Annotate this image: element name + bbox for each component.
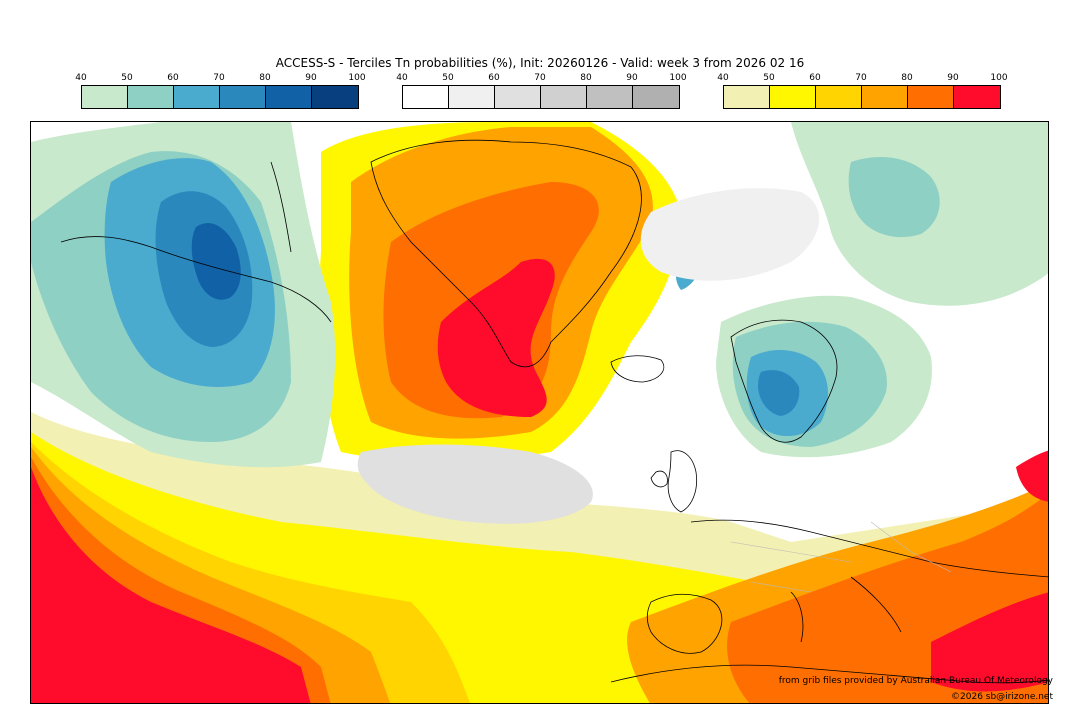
colorbar-swatches <box>723 85 1001 109</box>
colorbar-ticks: 40 50 60 70 80 90 100 <box>75 73 365 85</box>
swatch <box>633 86 679 108</box>
swatch <box>495 86 541 108</box>
warm-zone-east-90 <box>1016 450 1048 502</box>
tick-label: 50 <box>121 73 133 83</box>
coastline-greenland <box>370 139 642 368</box>
tick-label: 50 <box>763 73 775 83</box>
swatch <box>862 86 908 108</box>
coastline-iceland <box>610 355 665 383</box>
colorbar-swatches <box>402 85 680 109</box>
colorbar-swatches <box>81 85 359 109</box>
coastline-north-africa <box>610 664 1048 684</box>
warm-zone-southwest-90 <box>31 467 311 703</box>
swatch <box>449 86 495 108</box>
tick-label: 40 <box>396 73 408 83</box>
tick-label: 50 <box>442 73 454 83</box>
borders <box>730 521 952 593</box>
tick-label: 40 <box>75 73 87 83</box>
swatch <box>128 86 174 108</box>
credit-copyright: ©2026 sb@irizone.net <box>951 692 1053 702</box>
tick-label: 100 <box>669 73 687 83</box>
coastlines <box>60 139 1048 684</box>
swatch <box>724 86 770 108</box>
swatch <box>403 86 449 108</box>
swatch <box>541 86 587 108</box>
tick-label: 90 <box>305 73 317 83</box>
tick-label: 100 <box>990 73 1008 83</box>
warm-zone-greenland-90 <box>437 258 555 417</box>
near-normal-zone-arctic <box>640 188 820 281</box>
tick-label: 60 <box>488 73 500 83</box>
swatch <box>908 86 954 108</box>
tick-label: 70 <box>534 73 546 83</box>
near-normal-zone-atlantic <box>357 444 593 524</box>
colorbar-below-normal: 40 50 60 70 80 90 100 <box>75 73 366 109</box>
tick-label: 80 <box>259 73 271 83</box>
swatch <box>770 86 816 108</box>
cool-zone-arctic-50 <box>848 157 940 238</box>
swatch <box>174 86 220 108</box>
tick-label: 80 <box>901 73 913 83</box>
swatch <box>220 86 266 108</box>
swatch <box>266 86 312 108</box>
coastline-europe <box>646 519 1048 654</box>
credit-source: from grib files provided by Australian B… <box>778 676 1053 686</box>
tick-label: 90 <box>947 73 959 83</box>
swatch <box>954 86 1000 108</box>
coastline-canada <box>60 161 332 323</box>
swatch <box>587 86 633 108</box>
cool-zone-canada-80 <box>191 223 241 300</box>
tick-label: 100 <box>348 73 366 83</box>
colorbar-above-normal: 40 50 60 70 80 90 100 <box>717 73 1008 109</box>
probability-map <box>30 121 1049 704</box>
swatch <box>816 86 862 108</box>
tick-label: 60 <box>167 73 179 83</box>
swatch <box>312 86 358 108</box>
tick-label: 90 <box>626 73 638 83</box>
map-title: ACCESS-S - Terciles Tn probabilities (%)… <box>275 56 805 70</box>
tick-label: 70 <box>855 73 867 83</box>
swatch <box>82 86 128 108</box>
coastline-british-isles <box>650 450 698 513</box>
colorbar-ticks: 40 50 60 70 80 90 100 <box>717 73 1007 85</box>
tick-label: 80 <box>580 73 592 83</box>
tick-label: 40 <box>717 73 729 83</box>
colorbar-near-normal: 40 50 60 70 80 90 100 <box>396 73 687 109</box>
cool-zone-scandinavia-70 <box>758 370 800 416</box>
colorbar-ticks: 40 50 60 70 80 90 100 <box>396 73 686 85</box>
tick-label: 60 <box>809 73 821 83</box>
map-canvas <box>31 122 1048 703</box>
coastline-scandinavia <box>730 319 838 443</box>
tick-label: 70 <box>213 73 225 83</box>
warm-zone-mediterranean-90 <box>931 592 1048 692</box>
